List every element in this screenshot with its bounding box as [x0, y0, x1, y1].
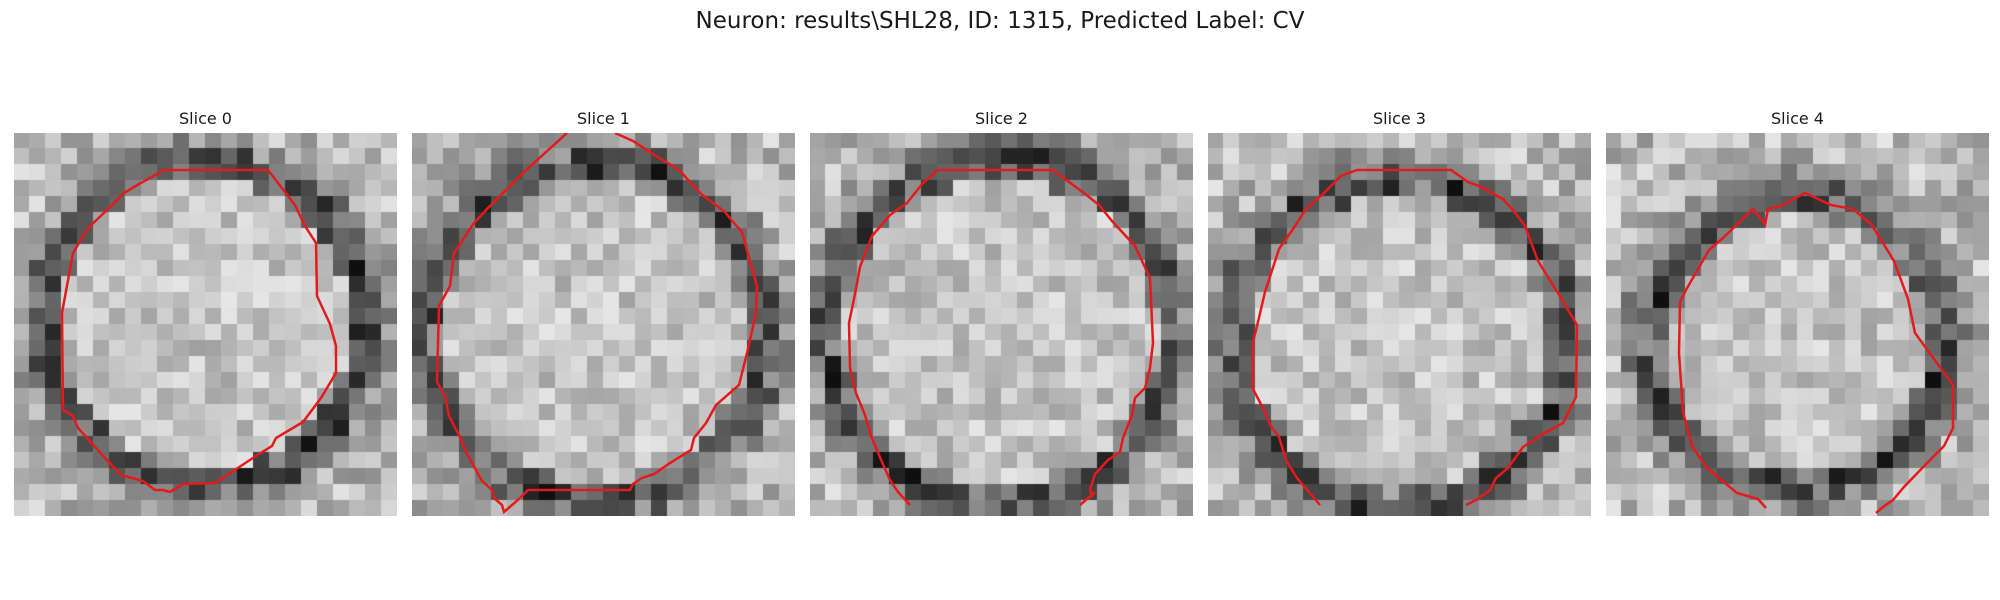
slice-0-image: [14, 133, 397, 516]
figure-title: Neuron: results\SHL28, ID: 1315, Predict…: [695, 8, 1305, 34]
slice-3-panel: [1208, 133, 1591, 516]
slice-2-image: [810, 133, 1193, 516]
slice-3-image: [1208, 133, 1591, 516]
slice-1-image: [412, 133, 795, 516]
slice-2-panel: [810, 133, 1193, 516]
slice-2-title: Slice 2: [975, 109, 1028, 128]
slice-4-image: [1606, 133, 1989, 516]
slice-4-title: Slice 4: [1771, 109, 1824, 128]
slice-3-title: Slice 3: [1373, 109, 1426, 128]
slice-0-title: Slice 0: [179, 109, 232, 128]
slice-4-panel: [1606, 133, 1989, 516]
slice-1-panel: [412, 133, 795, 516]
slice-1-title: Slice 1: [577, 109, 630, 128]
slice-0-panel: [14, 133, 397, 516]
